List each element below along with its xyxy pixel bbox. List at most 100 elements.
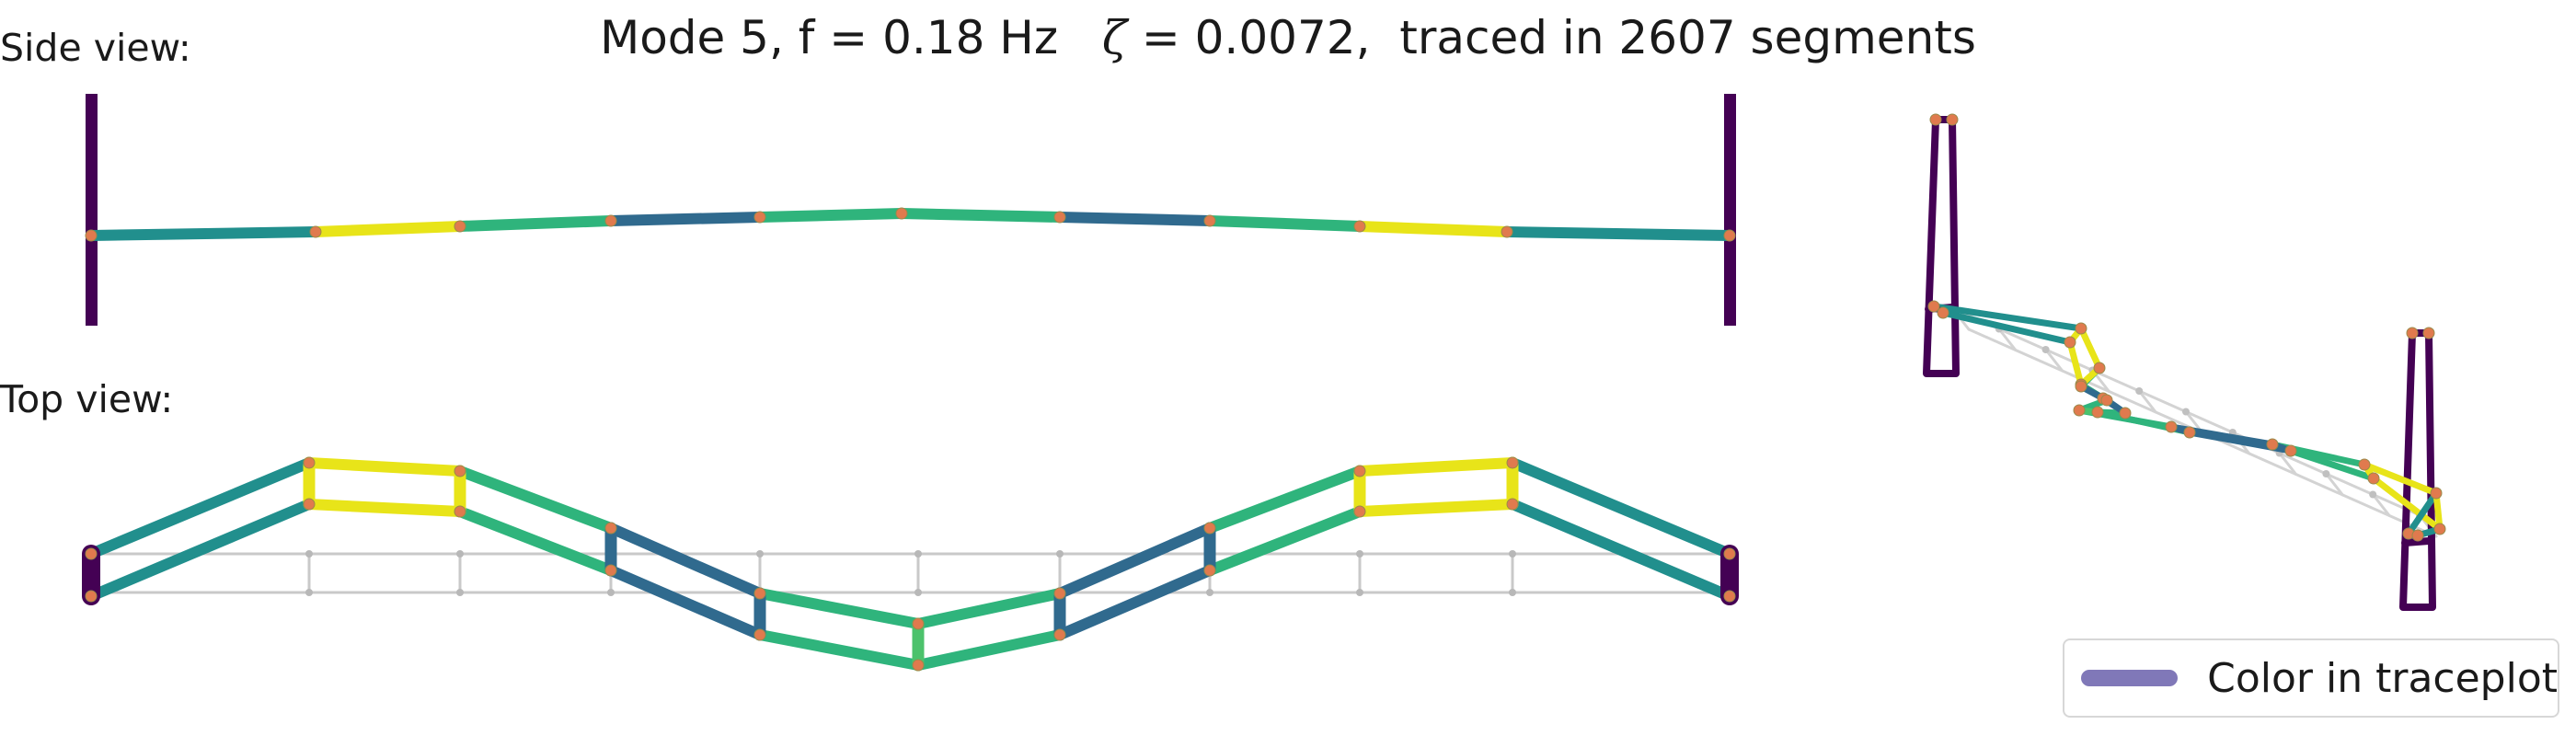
top-deck-edge-south (86, 499, 315, 602)
undeformed-node (1356, 550, 1363, 558)
iso-deck-edge (2405, 489, 2440, 537)
iso-deck-node (2091, 406, 2104, 419)
iso-deck-node (2433, 523, 2446, 535)
zeta-symbol: ζ (1101, 11, 1127, 64)
iso-deck-node (2358, 458, 2371, 471)
iso-deck-edge (2370, 475, 2444, 533)
top-deck-edge-north (86, 457, 315, 559)
undeformed-node (607, 589, 615, 596)
side-node (1723, 229, 1736, 242)
iso-deck-node (1927, 300, 1940, 313)
top-view-label: Top view: (0, 377, 174, 421)
top-node (85, 590, 98, 603)
legend-swatch (2081, 670, 2179, 686)
iso-deck-node (2075, 380, 2087, 393)
top-deck-edge-north (913, 588, 1065, 629)
top-node (1723, 590, 1736, 603)
undeformed-node (305, 589, 313, 596)
side-node (454, 220, 466, 233)
iso-deck-node (2100, 394, 2113, 407)
top-node (753, 628, 766, 641)
iso-undeformed-crossbeam (2324, 472, 2344, 497)
undeformed-node (756, 550, 764, 558)
top-deck-edge-north (1354, 457, 1518, 477)
side-node (1353, 220, 1366, 233)
top-node (1203, 522, 1216, 535)
side-node (85, 229, 98, 242)
top-node (1353, 505, 1366, 518)
iso-undeformed-node (2135, 387, 2144, 395)
iso-undeformed-node (2322, 470, 2330, 477)
iso-deck-node (2165, 420, 2178, 433)
side-node (1501, 225, 1513, 238)
undeformed-node (1056, 550, 1064, 558)
top-view-plot (82, 456, 1739, 672)
side-node (895, 207, 908, 220)
top-node (753, 587, 766, 600)
top-deck-edge-south (1054, 565, 1215, 640)
undeformed-node (1509, 550, 1516, 558)
side-deck-segment (1204, 215, 1365, 232)
side-node (309, 225, 322, 238)
top-node (85, 547, 98, 560)
top-deck-edge-north (454, 466, 616, 534)
iso-undeformed-node (2369, 490, 2377, 499)
legend-label: Color in traceplot (2207, 654, 2558, 702)
iso-deck-node (1937, 306, 1949, 319)
side-deck-segment (1054, 212, 1215, 226)
side-view-label: Side view: (0, 26, 191, 70)
side-deck-segment (1501, 226, 1735, 241)
top-deck-edge-north (1204, 466, 1365, 534)
side-deck-segment (754, 208, 907, 223)
top-node (303, 498, 316, 511)
iso-deck-edge (2077, 325, 2103, 372)
iso-undeformed-crossbeam (2371, 493, 2391, 517)
top-node (1506, 456, 1519, 469)
top-deck-edge-north (1054, 523, 1215, 599)
title-suffix: = 0.0072, traced in 2607 segments (1126, 11, 1976, 64)
top-node (1053, 628, 1066, 641)
iso-right-tower-beam (2401, 537, 2432, 546)
right-tower-side (1724, 94, 1736, 326)
undeformed-node (914, 550, 922, 558)
top-deck-edge-south (1507, 499, 1735, 602)
top-node (912, 617, 925, 630)
top-deck-edge-south (605, 565, 765, 640)
undeformed-node (1356, 589, 1363, 596)
top-deck-edge-north (304, 457, 466, 477)
iso-deck-crossbeam (2432, 489, 2444, 533)
side-deck-segment (86, 226, 321, 241)
isometric-view-plot (1923, 113, 2446, 611)
legend: Color in traceplot (2063, 638, 2559, 718)
iso-deck-edge (1930, 303, 2085, 332)
iso-deck-node (2411, 529, 2424, 542)
side-deck-segment (310, 221, 466, 237)
iso-deck-edge (1939, 309, 2074, 346)
iso-left-tower (1923, 116, 1960, 374)
figure-title: Mode 5, f = 0.18 Hz ζ = 0.0072, traced i… (0, 11, 2576, 64)
side-deck-segment (454, 215, 616, 232)
side-deck-segment (896, 208, 1065, 223)
side-node (1203, 214, 1216, 227)
iso-deck-node (2430, 487, 2443, 500)
iso-tower-node (2422, 327, 2435, 339)
top-deck-edge-south (754, 629, 924, 671)
side-node (753, 211, 766, 224)
top-deck-edge-north (605, 523, 765, 599)
top-node (1723, 547, 1736, 560)
top-node (1353, 465, 1366, 477)
iso-tower-node (1929, 113, 1942, 126)
side-view-plot (85, 94, 1736, 326)
iso-undeformed-node (2041, 346, 2050, 353)
side-node (1053, 211, 1066, 224)
top-node (303, 456, 316, 469)
iso-deck-node (2183, 426, 2196, 439)
iso-deck-node (2075, 322, 2087, 335)
top-node (1203, 564, 1216, 577)
top-node (454, 465, 466, 477)
undeformed-node (456, 550, 464, 558)
iso-right-tower (2399, 329, 2436, 608)
top-node (1053, 587, 1066, 600)
